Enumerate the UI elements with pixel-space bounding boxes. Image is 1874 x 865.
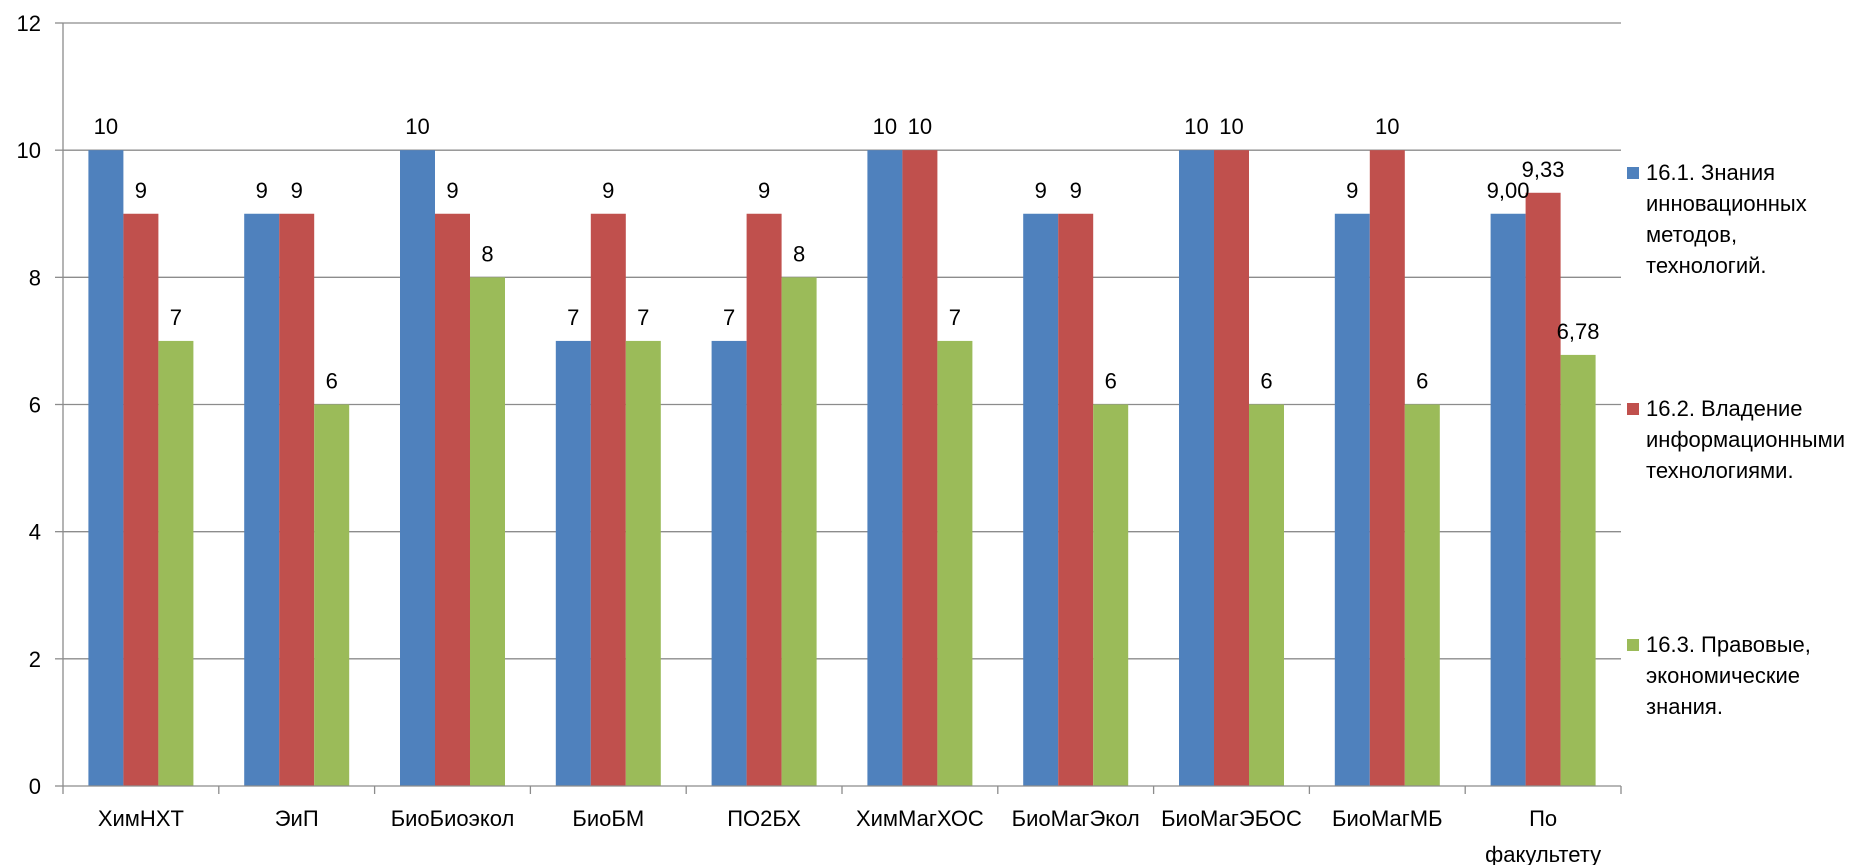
x-category-label: БиоМагЭкол [1012, 806, 1140, 831]
bar [1490, 213, 1526, 786]
data-label: 9 [758, 178, 770, 203]
legend-label: 16.3. Правовые, [1646, 632, 1811, 657]
bar [1249, 404, 1284, 786]
y-tick-label: 10 [17, 138, 41, 163]
bar [555, 340, 591, 786]
x-category-label: ПО2БХ [727, 806, 801, 831]
legend-label: информационными [1646, 427, 1845, 452]
data-label: 9 [256, 178, 268, 203]
bar [1404, 404, 1440, 786]
legend-swatch [1627, 639, 1639, 651]
bar [1334, 213, 1370, 786]
bar [1214, 150, 1249, 786]
data-label: 9 [135, 178, 147, 203]
data-label: 6 [1105, 369, 1117, 394]
bar [746, 213, 782, 786]
x-category-label: ХимНХТ [98, 806, 184, 831]
y-tick-label: 6 [29, 393, 41, 418]
bar [711, 340, 747, 786]
data-label: 10 [1184, 114, 1208, 139]
x-category-label: БиоМагМБ [1332, 806, 1443, 831]
x-category-label: БиоБиоэкол [391, 806, 515, 831]
bar [1023, 213, 1059, 786]
y-tick-label: 4 [29, 520, 41, 545]
data-label: 7 [567, 305, 579, 330]
bar [625, 340, 661, 786]
bar [400, 150, 435, 786]
data-label: 10 [873, 114, 897, 139]
data-label: 8 [793, 241, 805, 266]
data-label: 9 [602, 178, 614, 203]
y-tick-label: 12 [17, 11, 41, 36]
data-label: 8 [481, 241, 493, 266]
legend: 16.1. Знания инновационных методов, техноло… [1627, 160, 1845, 719]
bar [1369, 150, 1405, 786]
legend-label: инновационных [1646, 191, 1807, 216]
legend-swatch [1627, 403, 1639, 415]
data-label: 9 [1070, 178, 1082, 203]
bar [1179, 150, 1214, 786]
bar [435, 213, 470, 786]
legend-label: знания. [1646, 694, 1723, 719]
legend-swatch [1627, 167, 1639, 179]
bar [1560, 354, 1596, 786]
data-label: 6 [1260, 369, 1272, 394]
axes [55, 22, 1622, 794]
data-label: 7 [949, 305, 961, 330]
y-axis-tick-labels: 0 2 4 6 8 10 12 [17, 11, 41, 799]
data-label: 6,78 [1557, 319, 1600, 344]
legend-label: технологиями. [1646, 458, 1794, 483]
bar [314, 404, 350, 786]
data-label: 10 [1375, 114, 1399, 139]
x-category-label: факультету [1485, 842, 1601, 865]
data-label: 7 [637, 305, 649, 330]
data-label: 7 [170, 305, 182, 330]
data-label: 7 [723, 305, 735, 330]
bar [244, 213, 280, 786]
data-label: 9 [1346, 178, 1358, 203]
x-category-label: По [1529, 806, 1557, 831]
data-label: 9 [291, 178, 303, 203]
data-label: 10 [405, 114, 429, 139]
bar [1525, 192, 1561, 786]
bar [470, 277, 505, 786]
data-label: 9 [1035, 178, 1047, 203]
data-label: 9 [446, 178, 458, 203]
data-label: 6 [326, 369, 338, 394]
bar [158, 340, 194, 786]
bar [123, 213, 159, 786]
x-axis-category-labels: ХимНХТ ЭиП БиоБиоэкол БиоБМ ПО2БХ ХимМагХОС Би… [98, 806, 1601, 865]
y-tick-label: 2 [29, 647, 41, 672]
bar [781, 277, 817, 786]
data-label: 6 [1416, 369, 1428, 394]
y-tick-label: 0 [29, 774, 41, 799]
data-label: 10 [1219, 114, 1243, 139]
bars [88, 150, 1596, 786]
legend-label: методов, [1646, 222, 1737, 247]
legend-label: экономические [1646, 663, 1800, 688]
bar [902, 150, 938, 786]
legend-label: технологий. [1646, 253, 1767, 278]
data-label: 9,00 [1487, 178, 1530, 203]
bar [279, 213, 315, 786]
bar [590, 213, 626, 786]
x-category-label: БиоБМ [572, 806, 644, 831]
bar [1093, 404, 1129, 786]
y-tick-label: 8 [29, 265, 41, 290]
legend-label: 16.1. Знания [1646, 160, 1775, 185]
legend-label: 16.2. Владение [1646, 396, 1803, 421]
data-label: 10 [908, 114, 932, 139]
data-label: 10 [94, 114, 118, 139]
data-label: 9,33 [1522, 157, 1565, 182]
bar [88, 150, 124, 786]
x-category-label: ХимМагХОС [856, 806, 984, 831]
x-category-label: ЭиП [275, 806, 319, 831]
bar [1058, 213, 1094, 786]
bar [937, 340, 973, 786]
x-category-label: БиоМагЭБОС [1161, 806, 1302, 831]
bar [867, 150, 903, 786]
